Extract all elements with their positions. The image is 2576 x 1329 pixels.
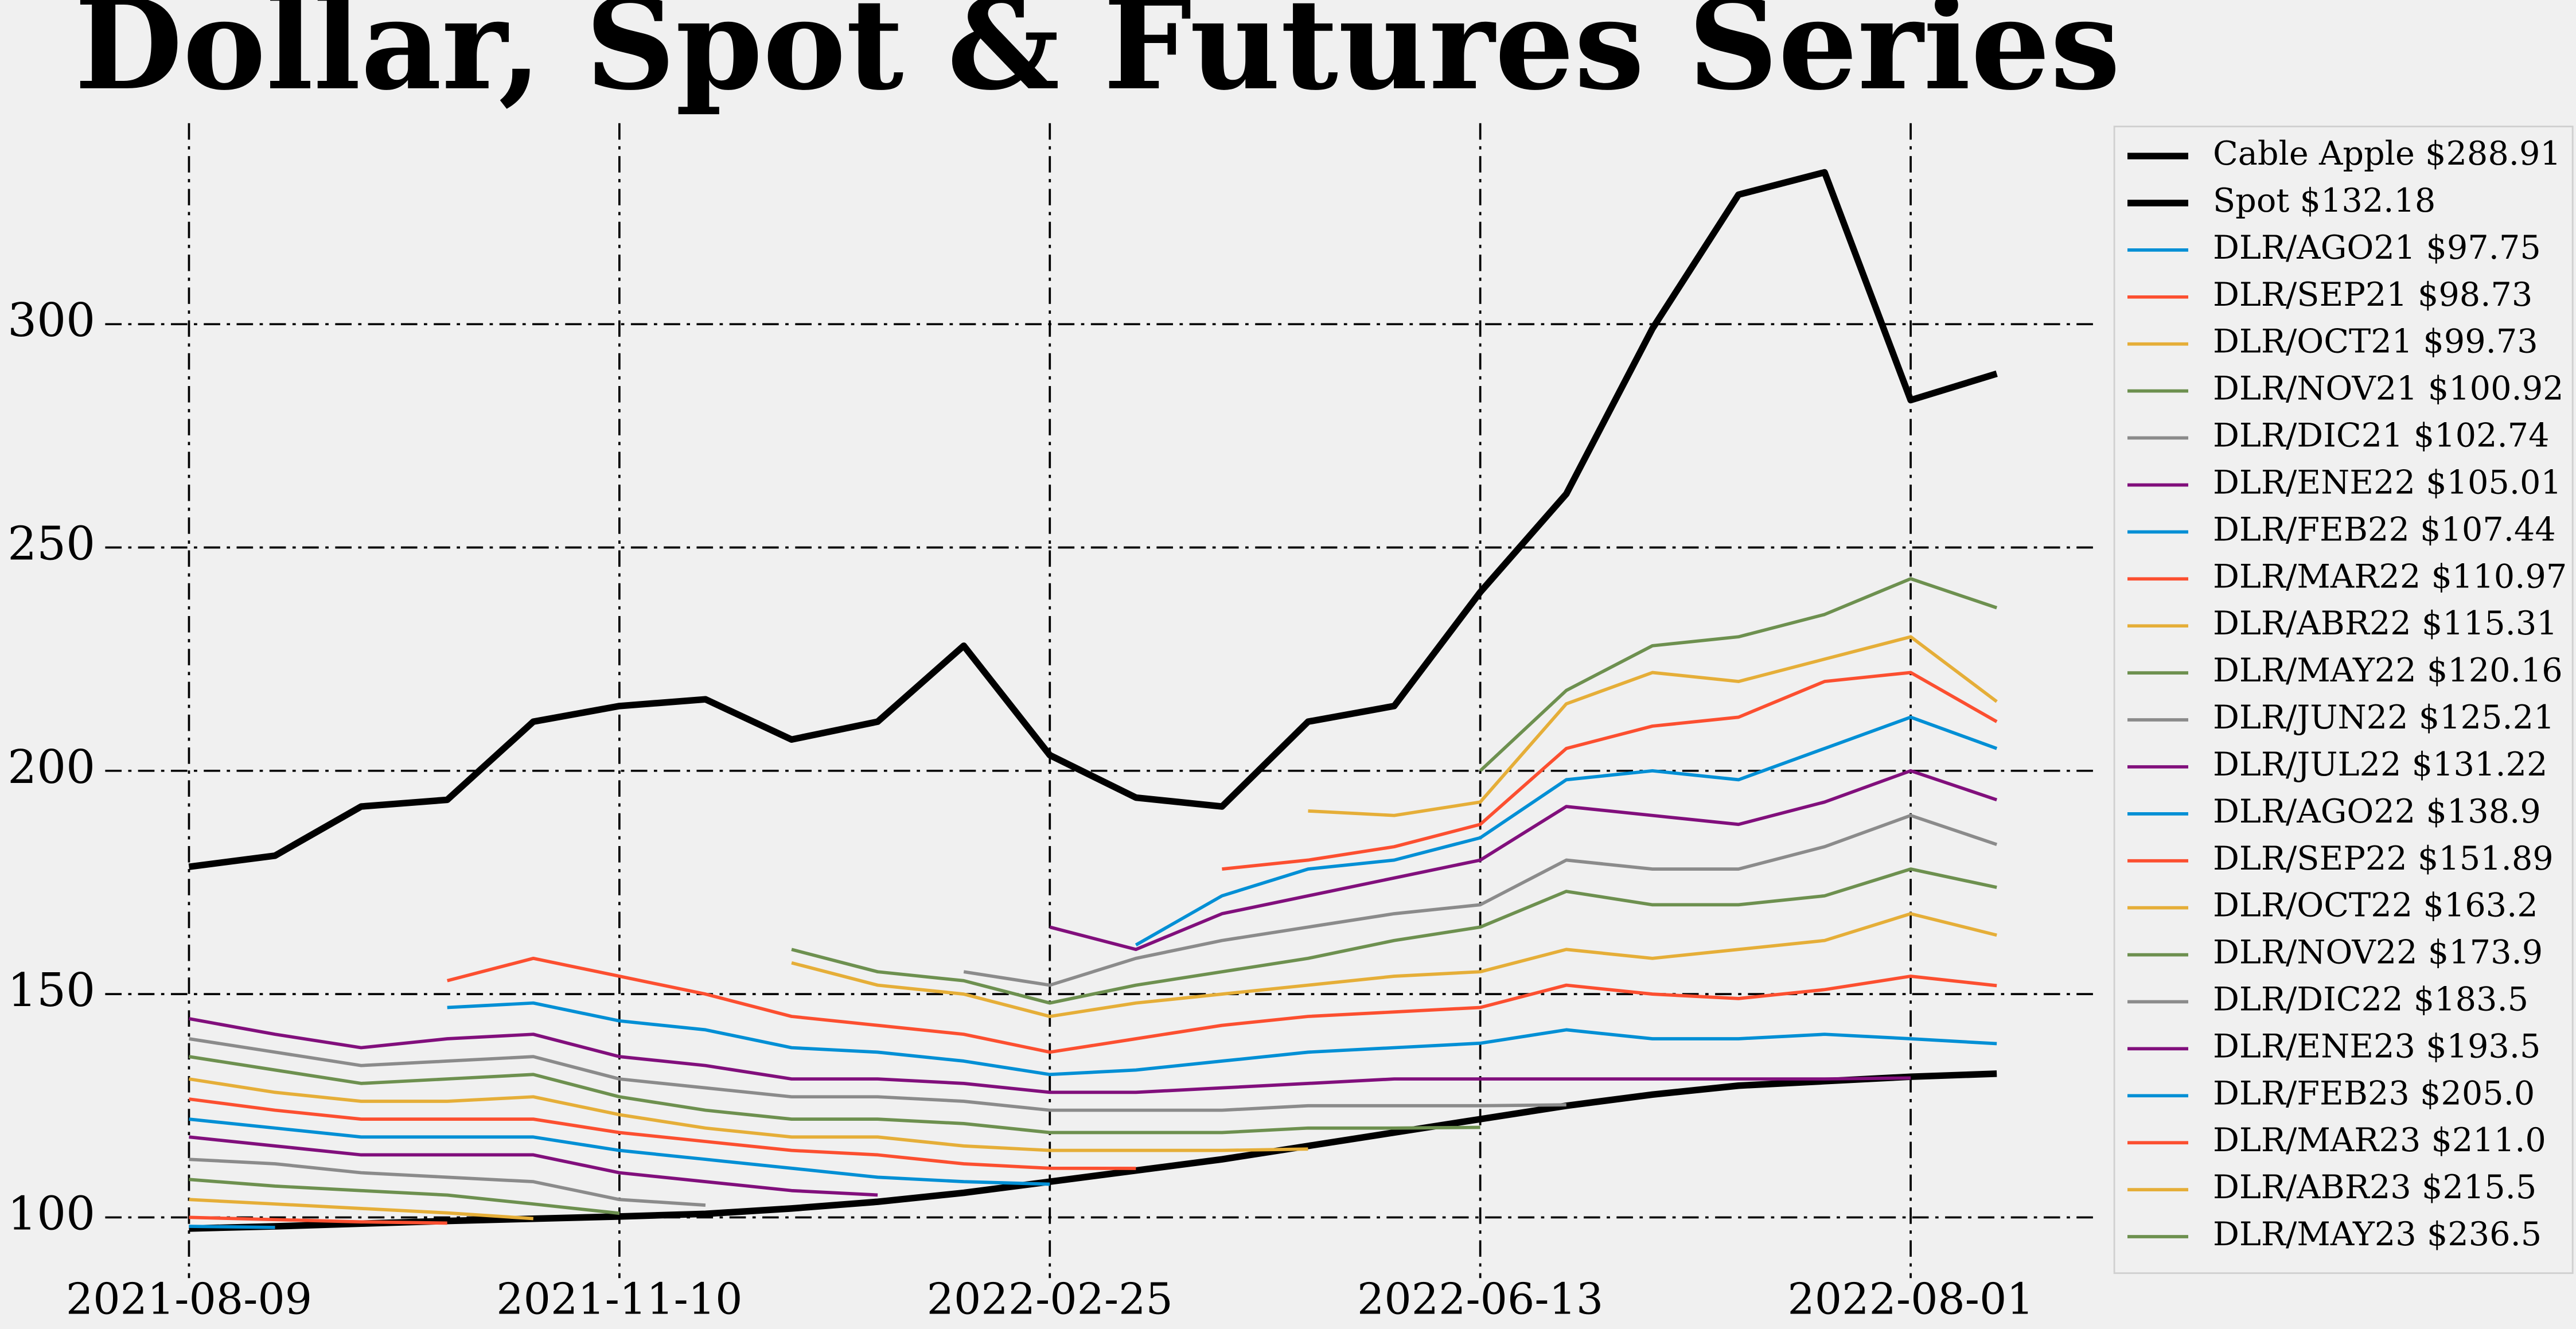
legend-label: DLR/DIC21 $102.74 [2213, 416, 2550, 455]
series-line [189, 1055, 1480, 1135]
legend-label: DLR/MAY23 $236.5 [2213, 1215, 2542, 1253]
y-tick-label: 250 [7, 517, 95, 570]
series-line [447, 1001, 1997, 1077]
legend-label: DLR/OCT22 $163.2 [2213, 886, 2538, 925]
legend-label: DLR/DIC22 $183.5 [2213, 980, 2528, 1019]
legend-label: DLR/JUL22 $131.22 [2213, 745, 2547, 784]
x-tick-label: 2022-08-01 [1787, 1275, 2033, 1324]
legend-label: DLR/AGO22 $138.9 [2213, 792, 2541, 831]
series-line [189, 1198, 533, 1221]
series-line [791, 912, 1997, 1018]
legend-label: DLR/FEB22 $107.44 [2213, 510, 2556, 548]
x-tick-label: 2021-08-09 [66, 1275, 312, 1324]
x-tick-label: 2021-11-10 [496, 1275, 742, 1324]
legend-label: DLR/NOV21 $100.92 [2213, 369, 2564, 408]
y-tick-label: 300 [7, 294, 95, 347]
series-line [446, 956, 1997, 1054]
series-line [189, 1157, 706, 1207]
series-line [1049, 769, 1998, 952]
series-line [1479, 577, 1998, 772]
x-tick-label: 2022-02-25 [927, 1275, 1173, 1324]
series-line [189, 1215, 447, 1225]
legend-label: DLR/FEB23 $205.0 [2213, 1074, 2535, 1112]
series-line [189, 1070, 1997, 1232]
series-line [189, 1178, 620, 1215]
legend-label: DLR/MAR23 $211.0 [2213, 1121, 2546, 1159]
series-line [189, 1225, 275, 1229]
series-line [189, 1097, 1136, 1170]
legend-label: DLR/ABR23 $215.5 [2213, 1168, 2536, 1206]
series-line [189, 1037, 1566, 1112]
legend-label: DLR/ENE22 $105.01 [2213, 463, 2562, 501]
legend-label: DLR/ABR22 $115.31 [2213, 604, 2558, 642]
legend-label: DLR/ENE23 $193.5 [2213, 1027, 2541, 1065]
legend-label: DLR/AGO21 $97.75 [2213, 228, 2541, 267]
x-tick-label: 2022-06-13 [1357, 1275, 1603, 1324]
legend-label: DLR/JUN22 $125.21 [2213, 698, 2555, 736]
series-line [1308, 635, 1998, 817]
chart-title: Dollar, Spot & Futures Series [75, 0, 2121, 118]
series-line [1135, 715, 1998, 946]
legend-label: Cable Apple $288.91 [2213, 134, 2561, 173]
legend-label: DLR/OCT21 $99.73 [2213, 322, 2538, 361]
legend-label: DLR/MAR22 $110.97 [2213, 557, 2567, 595]
series-line [189, 1077, 1308, 1152]
legend-label: DLR/SEP22 $151.89 [2213, 839, 2554, 878]
series-line [188, 169, 1998, 870]
legend-box [2113, 126, 2574, 1275]
series-line [791, 867, 1997, 1005]
series-line [189, 1117, 1050, 1186]
series-line [188, 1017, 1911, 1094]
series-line [1222, 671, 1998, 871]
series-line [963, 813, 1998, 987]
y-tick-label: 100 [7, 1187, 95, 1240]
series-line [189, 1135, 878, 1197]
y-tick-label: 150 [7, 964, 95, 1017]
legend-label: Spot $132.18 [2213, 181, 2435, 220]
legend-label: DLR/NOV22 $173.9 [2213, 933, 2543, 972]
y-tick-label: 200 [7, 741, 95, 794]
legend-label: DLR/SEP21 $98.73 [2213, 275, 2532, 314]
legend-label: DLR/MAY22 $120.16 [2213, 651, 2563, 689]
